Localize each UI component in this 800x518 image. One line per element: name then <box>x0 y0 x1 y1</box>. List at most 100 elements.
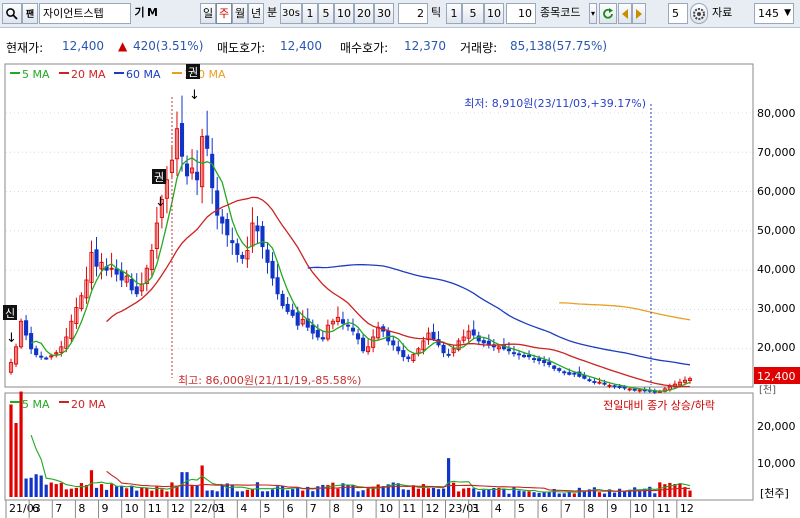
x-tick-label: 3 <box>472 502 479 515</box>
volume-bar <box>653 493 657 497</box>
volume-bar <box>311 491 315 497</box>
volume-bar <box>587 489 592 497</box>
minute-20-button[interactable]: 20 <box>354 3 374 24</box>
interval-input[interactable]: 5 <box>668 3 688 24</box>
gi-button[interactable]: 기 <box>134 6 145 19</box>
candle-body <box>466 330 471 339</box>
current-price-tag <box>754 367 800 384</box>
candle-body <box>486 340 491 346</box>
search-icon[interactable] <box>2 3 22 24</box>
m-button[interactable]: M <box>147 6 158 19</box>
tick-1-button[interactable]: 1 <box>446 3 462 24</box>
minute-5-button[interactable]: 5 <box>318 3 334 24</box>
x-tick-label: 5 <box>263 502 270 515</box>
candle-body <box>431 331 436 340</box>
code-dropdown-icon[interactable]: ▾ <box>589 3 597 24</box>
period-minute-label: 분 <box>266 6 278 19</box>
data-count-label: 자료 <box>712 6 733 19</box>
volume-bar <box>24 478 28 497</box>
price-label: 현재가: <box>6 41 44 55</box>
tick-input[interactable]: 2 <box>398 3 428 24</box>
candle-body <box>391 340 396 346</box>
volume-bar <box>99 484 104 497</box>
volume-bar <box>431 487 436 497</box>
volume-unit-label: [천주] <box>760 486 789 500</box>
candle-body <box>124 275 129 283</box>
refresh-button[interactable] <box>599 3 617 24</box>
volume-bar <box>140 487 144 497</box>
event-marker-3[interactable]: 권 ↓ <box>186 64 200 103</box>
x-tick-label: 6 <box>287 502 294 515</box>
volume-bar <box>69 488 73 497</box>
volume-bar <box>633 487 637 497</box>
period-month-button[interactable]: 월 <box>232 3 248 24</box>
candle-body <box>295 312 300 326</box>
x-tick-label: 4 <box>240 502 247 515</box>
candle-body <box>44 357 49 360</box>
volume-bar <box>572 493 576 497</box>
stock-name-field[interactable]: 자이언트스텝 <box>39 3 131 24</box>
data-count-value: 145 <box>758 7 779 20</box>
volume-bar <box>170 482 174 497</box>
volume-bar <box>316 486 320 497</box>
volume-bar <box>225 483 229 497</box>
tick-10-button[interactable]: 10 <box>484 3 504 24</box>
x-tick-label: 9 <box>356 502 363 515</box>
candle-body <box>54 352 59 355</box>
volume-marks <box>9 391 692 497</box>
tick-5-button[interactable]: 5 <box>462 3 484 24</box>
volume-bar <box>678 483 682 497</box>
ma20-line <box>106 196 691 388</box>
volume-bar <box>487 489 491 497</box>
volume-bar <box>64 489 68 497</box>
next-stock-button[interactable] <box>632 3 646 24</box>
arrow-left-icon <box>622 9 628 19</box>
ask-label: 매도호가: <box>217 41 266 55</box>
candle-body <box>225 219 230 236</box>
candle-body <box>496 346 501 350</box>
tick-count-input[interactable]: 10 <box>506 3 536 24</box>
candle-body <box>13 346 19 365</box>
x-tick-label: 23/01 <box>449 502 481 515</box>
candle-body <box>537 358 542 362</box>
x-tick-label: 7 <box>310 502 317 515</box>
minute-1-button[interactable]: 1 <box>302 3 318 24</box>
period-week-button[interactable]: 주 <box>216 3 232 24</box>
arrow-right-icon <box>636 9 642 19</box>
x-tick-label: 8 <box>333 502 340 515</box>
event-marker-1[interactable]: 신 ↓ <box>3 305 17 346</box>
volume-bar <box>638 491 642 497</box>
volume-bar <box>104 489 109 497</box>
settings-button[interactable] <box>690 3 708 24</box>
vol-legend-swatch-ma20 <box>59 401 69 403</box>
x-tick-label: 11 <box>148 502 162 515</box>
recent-code-button[interactable]: 팬 <box>22 3 38 24</box>
x-tick-label: 11 <box>657 502 671 515</box>
vol-legend-ma5: 5 MA <box>22 398 50 411</box>
period-day-button[interactable]: 일 <box>200 3 216 24</box>
candle-body <box>270 260 275 279</box>
volume-bar <box>49 482 53 497</box>
volume-bar <box>617 488 622 497</box>
low-annotation: 최저: 8,910원(23/11/03,+39.17%) <box>464 97 646 110</box>
prev-stock-button[interactable] <box>618 3 632 24</box>
volume-bar <box>260 491 265 497</box>
data-count-select[interactable]: 145 ▼ <box>754 3 794 24</box>
period-year-button[interactable]: 년 <box>248 3 264 24</box>
volume-bar <box>623 491 627 497</box>
minute-30-button[interactable]: 30 <box>374 3 394 24</box>
candle-body <box>210 153 215 189</box>
volume-bar <box>250 488 255 497</box>
candle-body <box>366 346 371 353</box>
volume-bar <box>195 485 199 497</box>
minute-10-button[interactable]: 10 <box>334 3 354 24</box>
unit-top-label: [천] <box>759 384 776 396</box>
candle-body <box>451 348 456 354</box>
event-marker-2[interactable]: 권 ↓ <box>152 169 166 210</box>
volume-bar <box>361 490 365 497</box>
candle-body <box>345 324 351 327</box>
period-30s-button[interactable]: 30s <box>280 3 302 24</box>
candle-body <box>446 353 451 356</box>
volume-bar <box>351 484 355 497</box>
